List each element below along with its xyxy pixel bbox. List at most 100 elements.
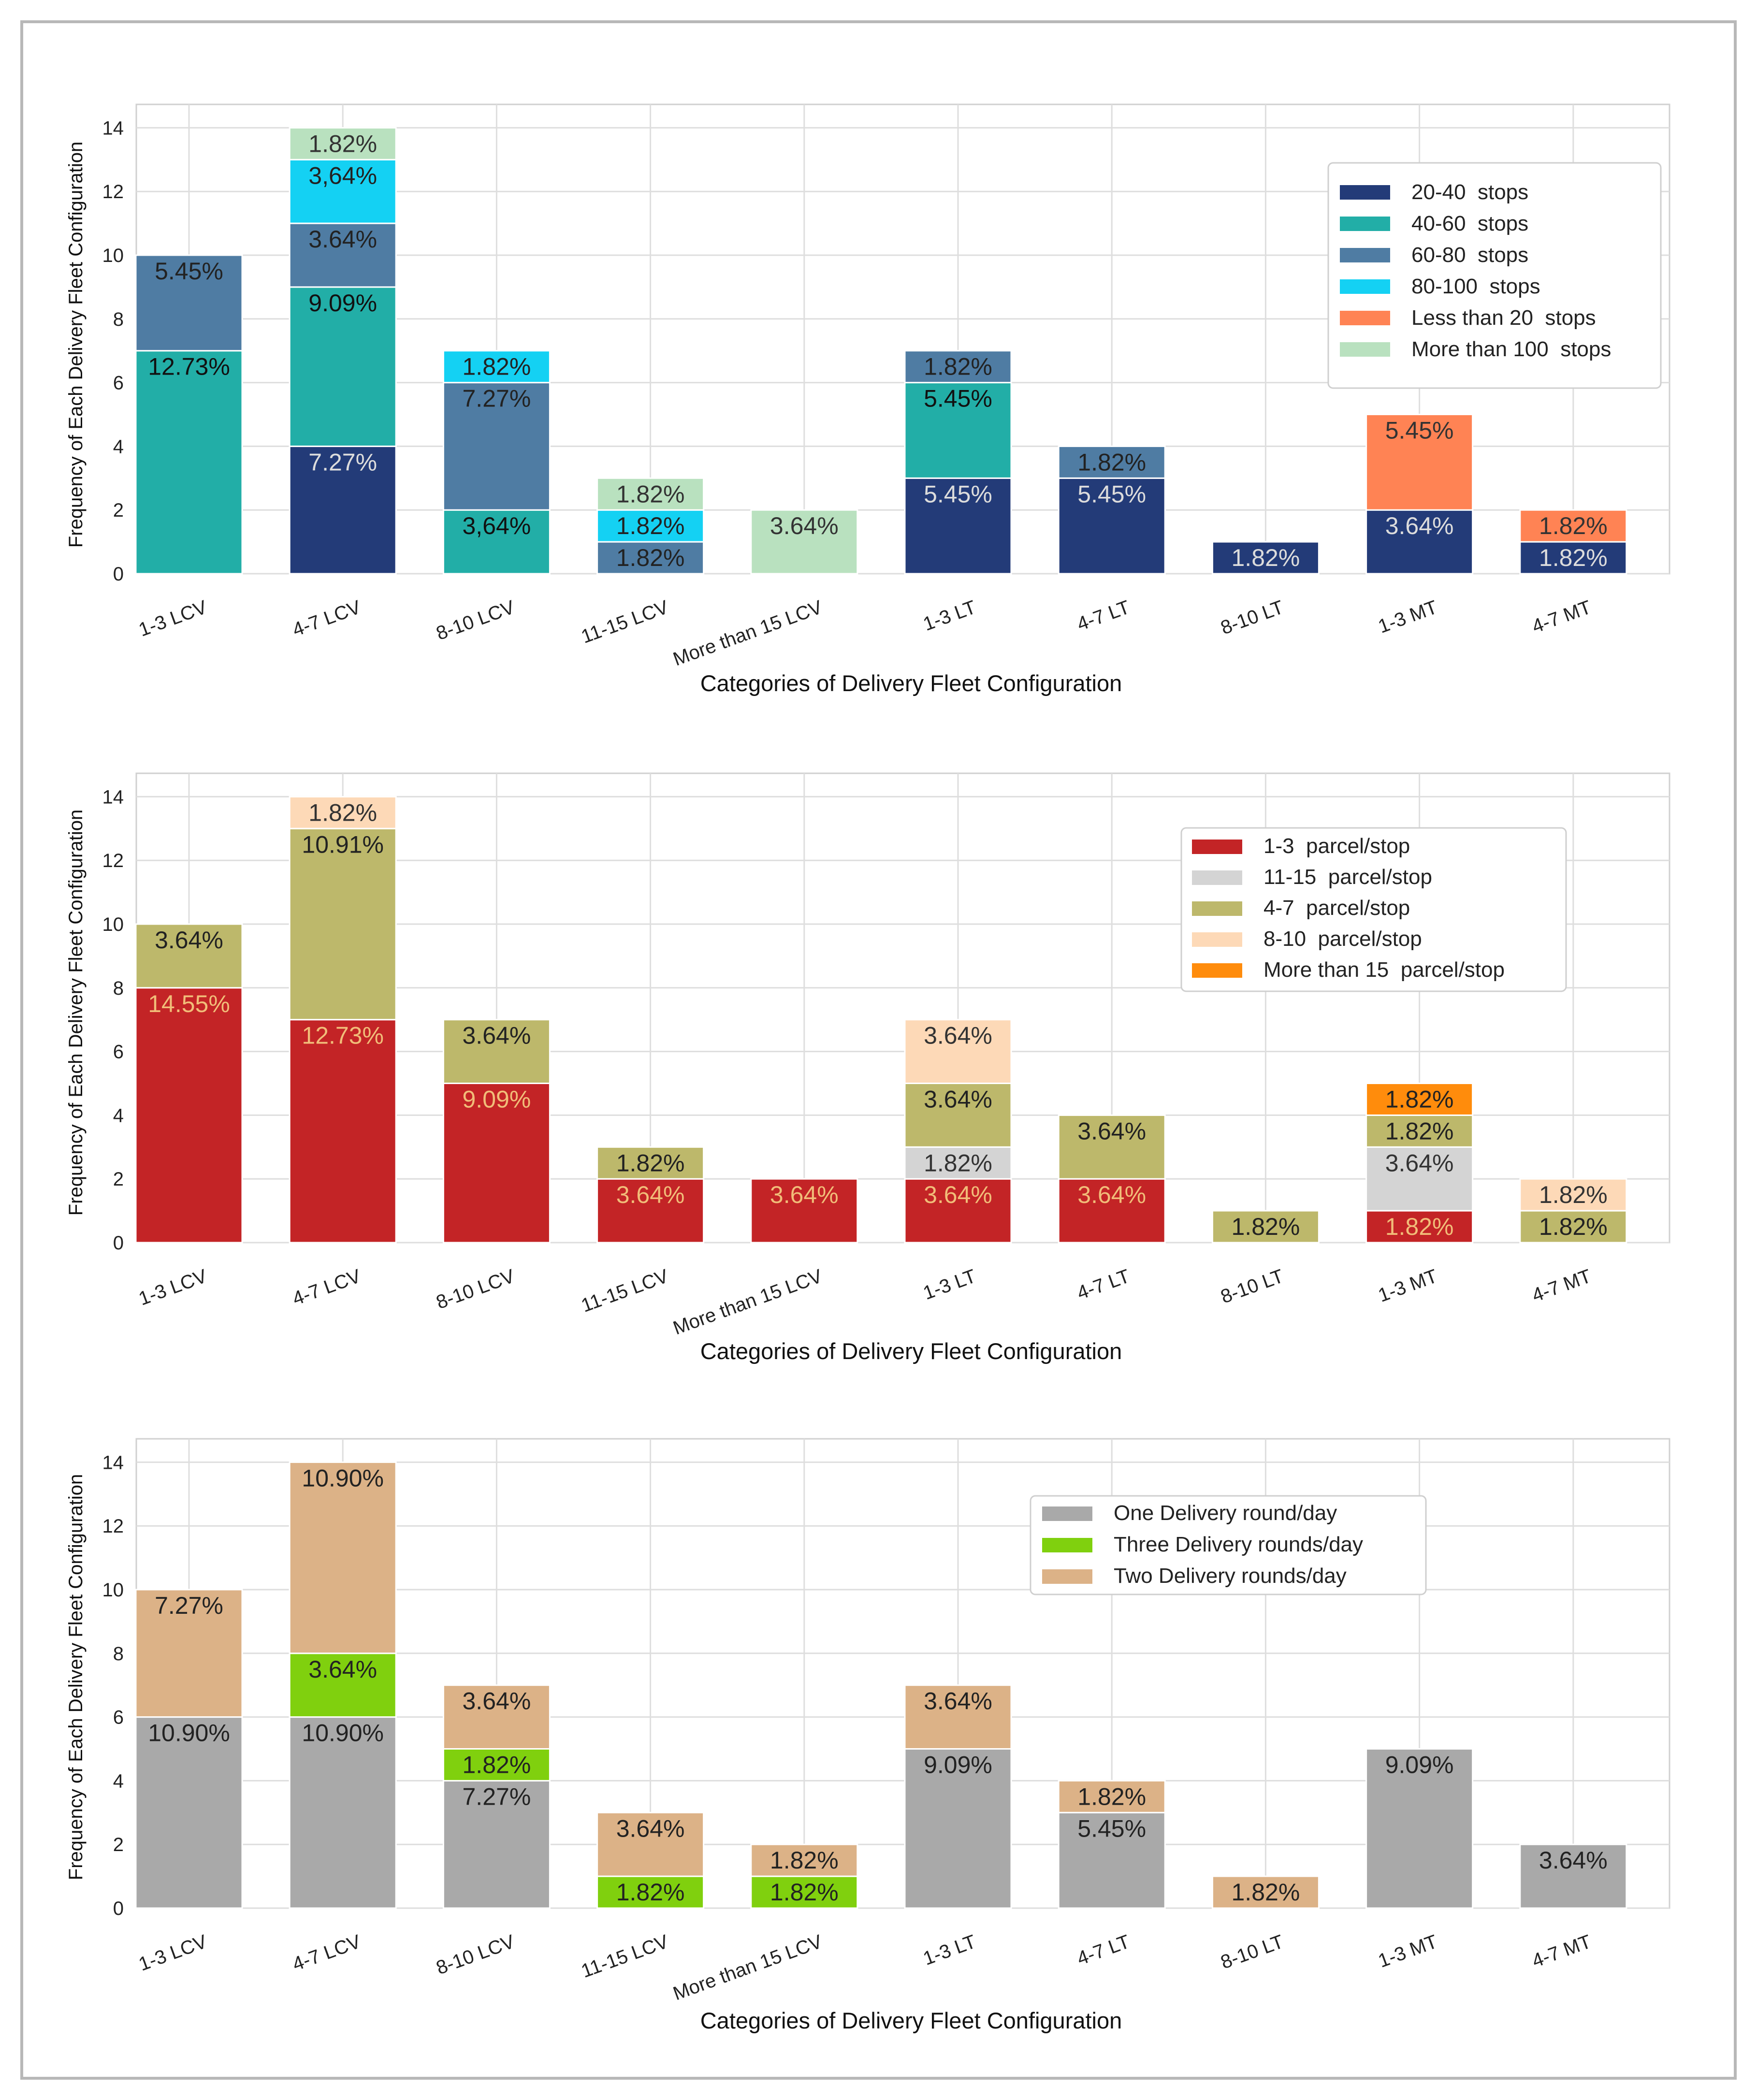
- bar-segment: [904, 1146, 1012, 1180]
- bar-segment: [289, 222, 397, 288]
- data-label: 3.64%: [1539, 1847, 1608, 1874]
- y-tick-labels: 0 2 4 6 8 10 12 14: [102, 786, 124, 1254]
- x-tick-label: 8-10 LCV: [434, 1265, 518, 1313]
- y-tick-label: 2: [113, 500, 124, 521]
- y-tick-label: 6: [113, 1707, 124, 1728]
- y-axis-label: Frequency of Each Delivery Fleet Configu…: [65, 142, 87, 548]
- bar-segment: [1519, 509, 1627, 543]
- data-label: 3.64%: [155, 927, 223, 954]
- data-label: 1.82%: [924, 353, 992, 380]
- bar-segment: [289, 286, 397, 447]
- bar-segment: [135, 923, 243, 989]
- data-label: 3.64%: [924, 1688, 992, 1715]
- bar-segment: [1211, 1875, 1320, 1909]
- bar-segment: [1058, 445, 1166, 479]
- x-tick-label: 1-3 LCV: [136, 1931, 210, 1975]
- y-axis-label: Frequency of Each Delivery Fleet Configu…: [65, 1474, 87, 1880]
- y-tick-label: 12: [102, 1516, 124, 1537]
- legend-label: 4-7 parcel/stop: [1263, 896, 1410, 920]
- x-tick-label: 4-7 LCV: [290, 596, 363, 641]
- bars: 10.90% 7.27% 10.90% 3.64% 10.90% 7.27% 1.82% 3.…: [135, 1461, 1627, 1909]
- legend-label: 1-3 parcel/stop: [1263, 834, 1410, 858]
- data-label: 10.90%: [148, 1720, 230, 1747]
- bar-segment: [442, 350, 551, 384]
- y-tick-label: 10: [102, 914, 124, 935]
- bar-segment: [904, 1178, 1012, 1244]
- bar-segment: [1058, 1114, 1166, 1180]
- legend-label: Three Delivery rounds/day: [1114, 1533, 1363, 1556]
- bar-segment: [1211, 1210, 1320, 1244]
- legend-swatch: [1340, 279, 1390, 294]
- x-axis-label: Categories of Delivery Fleet Configurati…: [700, 670, 1122, 696]
- y-tick-labels: 0 2 4 6 8 10 12 14: [102, 117, 124, 585]
- data-label: 12.73%: [302, 1022, 384, 1049]
- data-label: 3.64%: [308, 226, 377, 253]
- bar-segment: [904, 1684, 1012, 1750]
- bar-segment: [750, 1178, 858, 1244]
- bar-segment: [1365, 509, 1474, 575]
- data-label: 7.27%: [308, 449, 377, 476]
- data-label: 9.09%: [308, 290, 377, 317]
- data-label: 1.82%: [1077, 449, 1146, 476]
- x-axis-label: Categories of Delivery Fleet Configurati…: [700, 2008, 1122, 2033]
- y-tick-label: 14: [102, 786, 124, 808]
- data-label: 9.09%: [1385, 1752, 1454, 1779]
- data-label: 10.90%: [302, 1720, 384, 1747]
- bar-segment: [1211, 541, 1320, 575]
- bar-segment: [596, 1178, 705, 1244]
- legend-box: [1180, 827, 1567, 992]
- bar-segment: [904, 382, 1012, 479]
- data-label: 3.64%: [616, 1181, 685, 1208]
- data-label: 3.64%: [1077, 1117, 1146, 1144]
- bar-segment: [289, 796, 397, 829]
- data-label: 3.64%: [1385, 512, 1454, 539]
- x-tick-label: 8-10 LT: [1218, 1265, 1287, 1307]
- x-tick-label: 1-3 LCV: [136, 596, 210, 641]
- data-label: 5.45%: [924, 480, 992, 507]
- data-label: 3.64%: [1077, 1181, 1146, 1208]
- legend-box: [1327, 162, 1662, 389]
- data-label: 1.82%: [616, 512, 685, 539]
- bar-segment: [1365, 1083, 1474, 1116]
- x-tick-label: More than 15 LCV: [670, 1931, 825, 2004]
- legend-swatch: [1340, 342, 1390, 357]
- bars: 14.55% 3.64% 12.73% 10.91% 1.82% 9.09% 3.64% 3.…: [135, 796, 1627, 1244]
- bar-segment: [1365, 1748, 1474, 1909]
- x-tick-label: 1-3 MT: [1376, 1265, 1440, 1306]
- legend-swatch: [1192, 932, 1242, 947]
- data-label: 7.27%: [463, 1783, 531, 1810]
- x-tick-label: 4-7 MT: [1529, 1265, 1594, 1306]
- y-tick-labels: 0 2 4 6 8 10 12 14: [102, 1452, 124, 1919]
- legend-swatch: [1192, 870, 1242, 885]
- legend-swatch: [1340, 185, 1390, 200]
- chart-delivery-rounds: 10.90% 7.27% 10.90% 3.64% 10.90% 7.27% 1.82% 3.…: [65, 1438, 1670, 2033]
- legend-label: One Delivery round/day: [1114, 1501, 1337, 1525]
- data-label: 1.82%: [1539, 544, 1608, 571]
- bar-segment: [1058, 1811, 1166, 1909]
- bar-segment: [1519, 1843, 1627, 1909]
- bar-segment: [596, 1146, 705, 1180]
- legend-swatch: [1192, 901, 1242, 916]
- bar-segment: [1365, 1210, 1474, 1244]
- data-label: 3.64%: [1385, 1149, 1454, 1176]
- y-tick-label: 0: [113, 1232, 124, 1254]
- data-label: 14.55%: [148, 990, 230, 1017]
- data-label: 1.82%: [308, 130, 377, 157]
- data-label: 5.45%: [1077, 480, 1146, 507]
- y-tick-label: 2: [113, 1834, 124, 1855]
- bar-segment: [750, 1843, 858, 1877]
- data-label: 3.64%: [924, 1181, 992, 1208]
- legend-label: 80-100 stops: [1411, 275, 1540, 298]
- data-label: 1.82%: [1232, 1879, 1300, 1906]
- legend-label: 8-10 parcel/stop: [1263, 927, 1422, 951]
- legend: One Delivery round/day Three Delivery ro…: [1030, 1495, 1427, 1595]
- bar-segment: [1365, 414, 1474, 511]
- data-label: 3.64%: [924, 1022, 992, 1049]
- data-label: 1.82%: [463, 353, 531, 380]
- bar-segment: [442, 1684, 551, 1750]
- data-label: 1.82%: [1385, 1213, 1454, 1240]
- bar-segment: [750, 509, 858, 575]
- x-tick-label: 1-3 LT: [920, 1265, 979, 1304]
- bar-segment: [442, 509, 551, 575]
- data-label: 5.45%: [1077, 1815, 1146, 1842]
